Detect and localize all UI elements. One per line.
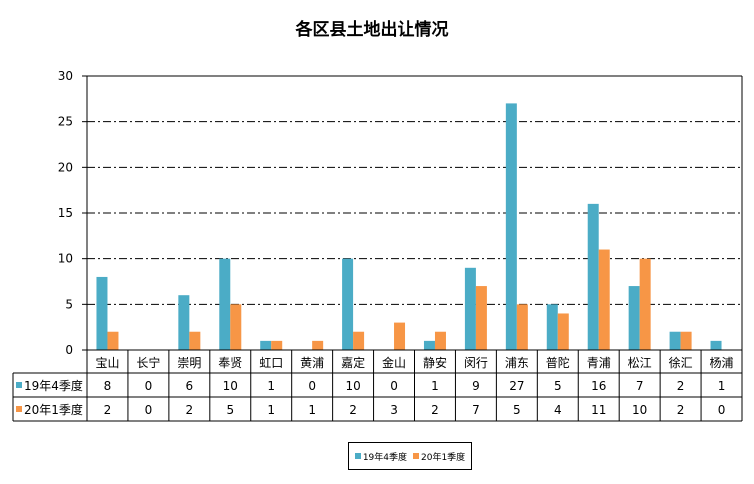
category-label: 浦东: [505, 356, 529, 370]
data-table-value: 4: [554, 403, 562, 417]
bar-series-1: [587, 203, 599, 350]
y-tick-label: 15: [58, 206, 73, 220]
category-label: 奉贤: [218, 356, 242, 370]
category-label: 青浦: [587, 356, 611, 370]
data-table: 宝山82长宁00崇明62奉贤105虹口11黄浦01嘉定102金山03静安12闵行…: [12, 349, 743, 422]
table-series-name-1: 19年4季度: [24, 378, 83, 393]
bars: [96, 103, 722, 351]
bar-series-1: [628, 286, 640, 350]
data-table-value: 16: [591, 379, 606, 393]
data-table-value: 10: [223, 379, 238, 393]
bar-series-2: [230, 304, 242, 350]
data-table-value: 2: [349, 403, 357, 417]
category-label: 崇明: [177, 356, 201, 370]
bar-series-2: [639, 258, 651, 350]
y-tick-label: 5: [65, 297, 73, 311]
bar-series-2: [598, 249, 610, 350]
data-table-value: 2: [431, 403, 439, 417]
data-table-value: 1: [718, 379, 726, 393]
bar-series-1: [219, 258, 231, 350]
bar-series-2: [312, 340, 324, 350]
category-label: 普陀: [546, 355, 570, 370]
bar-series-2: [434, 331, 446, 350]
data-table-value: 0: [145, 379, 153, 393]
table-series-name-2: 20年1季度: [24, 402, 83, 417]
data-table-value: 0: [145, 403, 153, 417]
data-table-value: 2: [186, 403, 194, 417]
data-table-value: 5: [226, 403, 234, 417]
legend-item-series-1: 19年4季度: [354, 450, 407, 463]
category-label: 闵行: [464, 355, 488, 370]
data-table-value: 2: [104, 403, 112, 417]
bar-series-2: [189, 331, 201, 350]
data-table-value: 9: [472, 379, 480, 393]
bar-series-2: [394, 322, 406, 350]
data-table-value: 10: [345, 379, 360, 393]
data-table-value: 1: [267, 403, 275, 417]
legend-swatch-series-1: [354, 453, 361, 459]
category-label: 徐汇: [669, 355, 693, 370]
data-table-value: 10: [632, 403, 647, 417]
bar-series-2: [516, 304, 528, 350]
legend: 19年4季度 20年1季度: [348, 442, 472, 470]
data-table-value: 0: [718, 403, 726, 417]
category-label: 宝山: [95, 356, 119, 370]
legend-swatch-series-2: [413, 453, 419, 459]
bar-series-2: [271, 340, 283, 350]
legend-label-series-1: 19年4季度: [362, 452, 407, 463]
bar-series-1: [423, 340, 435, 350]
data-table-value: 1: [267, 379, 275, 393]
category-label: 嘉定: [341, 355, 365, 370]
legend-item-series-2: 20年1季度: [413, 450, 465, 463]
category-label: 松江: [628, 356, 652, 370]
data-table-value: 2: [677, 403, 685, 417]
data-table-value: 3: [390, 403, 398, 417]
y-tick-label: 0: [65, 343, 73, 357]
table-series-swatch-2: [16, 406, 22, 412]
bar-series-1: [710, 340, 722, 350]
category-label: 杨浦: [710, 355, 734, 370]
data-table-value: 11: [591, 403, 606, 417]
table-series-swatch-1: [16, 382, 22, 388]
category-label: 虹口: [259, 356, 283, 370]
bar-series-1: [464, 267, 476, 350]
data-table-value: 8: [104, 379, 112, 393]
data-table-value: 1: [308, 403, 316, 417]
category-label: 静安: [423, 355, 447, 370]
bar-series-1: [342, 258, 354, 350]
data-table-value: 27: [509, 379, 524, 393]
data-table-value: 1: [431, 379, 439, 393]
bar-series-1: [260, 340, 272, 350]
category-label: 黄浦: [300, 356, 324, 370]
data-table-value: 7: [636, 379, 644, 393]
y-tick-label: 30: [58, 69, 73, 83]
bar-series-2: [107, 331, 119, 350]
bar-series-2: [475, 286, 487, 350]
bar-series-2: [680, 331, 692, 350]
data-table-value: 2: [677, 379, 685, 393]
bar-series-2: [353, 331, 365, 350]
y-axis: 0 5 10 15 20 25 30: [58, 69, 743, 357]
y-tick-label: 10: [58, 252, 73, 266]
legend-label-series-2: 20年1季度: [421, 452, 466, 463]
data-table-value: 7: [472, 403, 480, 417]
data-table-value: 0: [308, 379, 316, 393]
category-label: 长宁: [136, 355, 160, 370]
bar-series-1: [669, 331, 681, 350]
data-table-value: 6: [186, 379, 194, 393]
data-table-value: 5: [513, 403, 521, 417]
bar-series-1: [505, 103, 517, 351]
bar-series-2: [557, 313, 569, 350]
data-table-value: 0: [390, 379, 398, 393]
bar-series-1: [96, 276, 108, 350]
bar-series-1: [546, 304, 558, 350]
y-tick-label: 25: [58, 115, 73, 129]
data-table-value: 5: [554, 379, 562, 393]
chart-title: 各区县土地出让情况: [295, 19, 449, 40]
bar-series-1: [178, 295, 190, 350]
category-label: 金山: [382, 355, 406, 370]
y-tick-label: 20: [58, 160, 73, 174]
